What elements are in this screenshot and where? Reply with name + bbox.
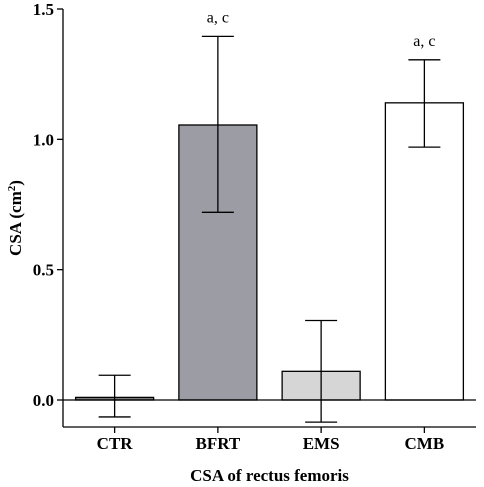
- error-bar-cmb: [408, 59, 441, 148]
- axes-group: [62, 9, 476, 428]
- x-tick-labels-group: CTR BFRT EMS CMB: [97, 427, 445, 453]
- error-bars-group: [98, 35, 441, 423]
- y-ticks-group: 0.0 0.5 1.0 1.5: [33, 0, 63, 410]
- annotations-group: a, c a, c: [207, 9, 436, 49]
- x-tick-label-ems: EMS: [303, 434, 340, 453]
- annotation-bfrt: a, c: [207, 9, 229, 26]
- x-tick-label-cmb: CMB: [405, 434, 445, 453]
- x-axis-title: CSA of rectus femoris: [190, 466, 349, 485]
- y-axis-title-sup: 2: [6, 185, 18, 191]
- y-axis-title-end: ): [6, 180, 25, 186]
- error-bar-ems: [305, 319, 338, 423]
- error-bar-bfrt: [201, 35, 234, 213]
- x-tick-label-ctr: CTR: [97, 434, 134, 453]
- y-tick-label: 0.0: [33, 391, 54, 410]
- bar-bfrt: [178, 124, 258, 401]
- y-tick-label: 1.0: [33, 130, 54, 149]
- bar-cmb: [384, 102, 465, 401]
- y-tick-label: 0.5: [33, 261, 54, 280]
- y-axis-title-main: CSA (cm: [6, 191, 25, 256]
- bars-group: [74, 102, 465, 401]
- x-tick-label-bfrt: BFRT: [196, 434, 241, 453]
- error-bar-ctr: [98, 374, 131, 418]
- annotation-cmb: a, c: [413, 33, 435, 50]
- y-tick-label: 1.5: [33, 0, 54, 19]
- y-axis-title: CSA (cm2): [6, 180, 25, 256]
